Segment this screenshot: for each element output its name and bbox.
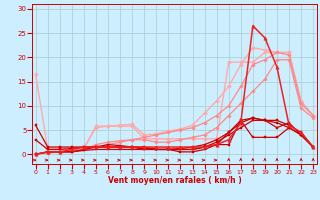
X-axis label: Vent moyen/en rafales ( km/h ): Vent moyen/en rafales ( km/h ) <box>108 176 241 185</box>
